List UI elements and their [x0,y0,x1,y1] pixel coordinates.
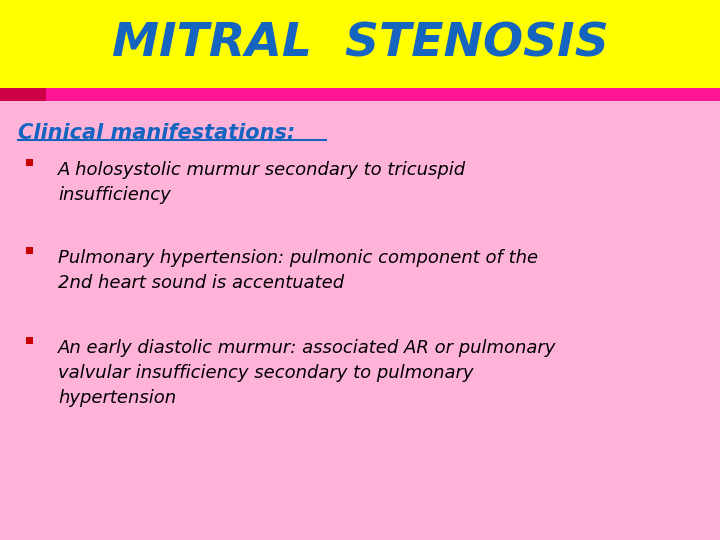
FancyBboxPatch shape [26,159,33,166]
Text: Clinical manifestations:: Clinical manifestations: [18,123,295,143]
Text: MITRAL  STENOSIS: MITRAL STENOSIS [112,22,608,66]
Text: An early diastolic murmur: associated AR or pulmonary
valvular insufficiency sec: An early diastolic murmur: associated AR… [58,339,557,407]
Text: Pulmonary hypertension: pulmonic component of the
2nd heart sound is accentuated: Pulmonary hypertension: pulmonic compone… [58,249,538,292]
FancyBboxPatch shape [26,337,33,344]
FancyBboxPatch shape [0,88,46,101]
Text: A holosystolic murmur secondary to tricuspid
insufficiency: A holosystolic murmur secondary to tricu… [58,161,466,204]
FancyBboxPatch shape [0,0,720,88]
FancyBboxPatch shape [26,247,33,254]
FancyBboxPatch shape [0,88,720,101]
